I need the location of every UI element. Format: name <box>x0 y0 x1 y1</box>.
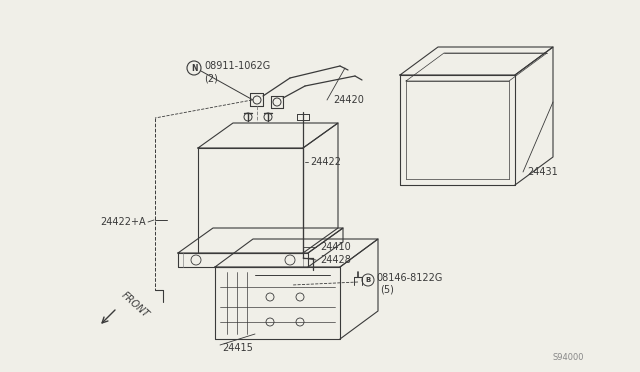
Text: B: B <box>365 277 371 283</box>
Text: 24422+A: 24422+A <box>100 217 146 227</box>
Text: FRONT: FRONT <box>119 290 150 320</box>
Text: S94000: S94000 <box>553 353 584 362</box>
Text: 24431: 24431 <box>527 167 557 177</box>
Text: 24410: 24410 <box>320 242 351 252</box>
Text: (2): (2) <box>204 73 218 83</box>
Text: 08911-1062G: 08911-1062G <box>204 61 270 71</box>
Text: 24420: 24420 <box>333 95 364 105</box>
Text: (5): (5) <box>380 285 394 295</box>
Text: 24422: 24422 <box>310 157 341 167</box>
Text: 24415: 24415 <box>222 343 253 353</box>
Text: 08146-8122G: 08146-8122G <box>376 273 442 283</box>
Text: 24428: 24428 <box>320 255 351 265</box>
Text: N: N <box>191 64 197 73</box>
